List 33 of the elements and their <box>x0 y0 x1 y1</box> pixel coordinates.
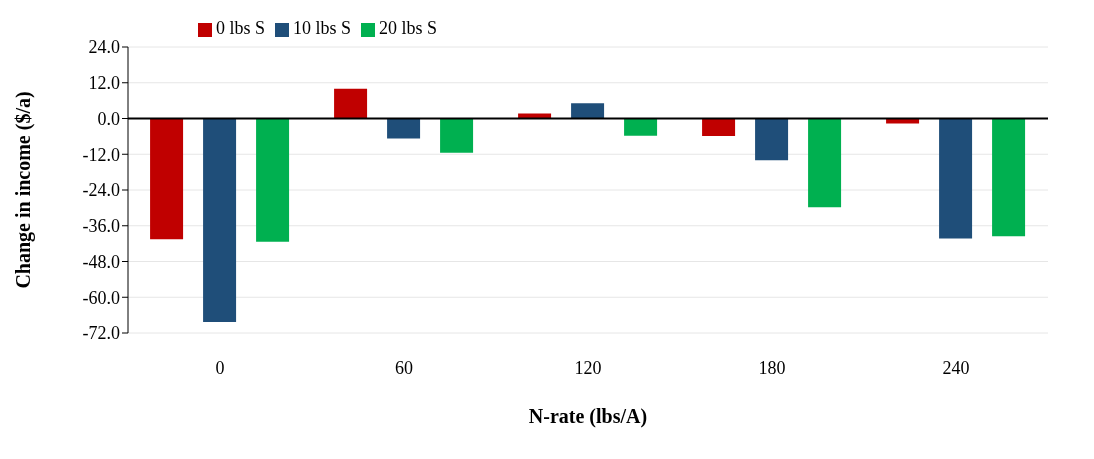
y-tick-label: 12.0 <box>88 73 120 94</box>
bar <box>334 88 368 119</box>
x-tick-label: 240 <box>942 357 970 378</box>
bar <box>992 118 1026 237</box>
bar <box>150 118 184 240</box>
x-tick-label: 180 <box>758 357 786 378</box>
x-tick-label: 120 <box>574 357 602 378</box>
y-tick-label: -72.0 <box>82 323 120 344</box>
y-tick-label: -12.0 <box>82 144 120 165</box>
legend-label: 10 lbs S <box>293 18 352 38</box>
y-tick-label: 0.0 <box>97 108 120 129</box>
y-tick-label: -24.0 <box>82 180 120 201</box>
bar <box>440 118 474 153</box>
x-tick-label: 60 <box>395 357 413 378</box>
x-tick-label: 0 <box>215 357 225 378</box>
bar <box>939 118 973 239</box>
bar <box>755 118 789 161</box>
y-tick-label: -60.0 <box>82 287 120 308</box>
legend-label: 20 lbs S <box>379 18 438 38</box>
bar <box>256 118 290 242</box>
bar <box>518 113 552 119</box>
bar <box>624 118 658 136</box>
bar <box>203 118 237 322</box>
y-axis-title: Change in income ($/a) <box>12 91 36 289</box>
bar <box>571 103 605 119</box>
y-tick-label: -48.0 <box>82 251 120 272</box>
bar <box>808 118 842 208</box>
legend-label: 0 lbs S <box>216 18 266 38</box>
bar <box>387 118 421 139</box>
bar <box>702 118 736 137</box>
y-tick-label: 24.0 <box>88 37 120 58</box>
x-axis-title: N-rate (lbs/A) <box>528 405 648 428</box>
y-tick-label: -36.0 <box>82 216 120 237</box>
